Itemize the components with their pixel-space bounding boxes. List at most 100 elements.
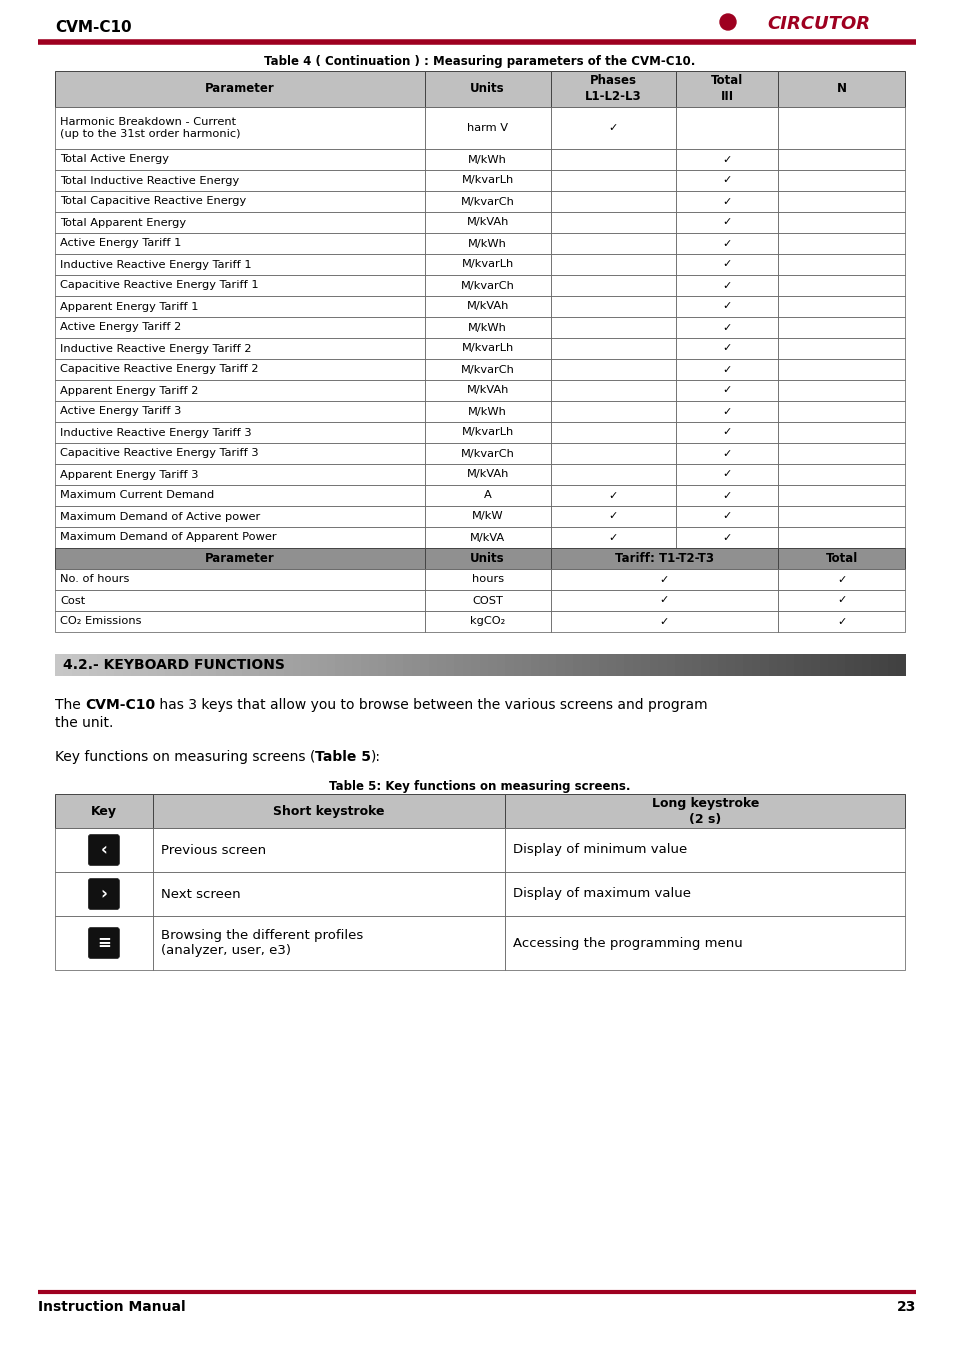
Bar <box>310 653 319 676</box>
Text: A: A <box>483 490 491 501</box>
Bar <box>676 190 778 212</box>
Bar <box>55 254 424 275</box>
Bar <box>505 917 904 971</box>
Text: N: N <box>836 82 845 96</box>
Bar <box>437 653 447 676</box>
Bar <box>106 653 115 676</box>
Text: Inductive Reactive Energy Tariff 3: Inductive Reactive Energy Tariff 3 <box>60 428 252 437</box>
Text: ✓: ✓ <box>722 259 731 270</box>
Text: ✓: ✓ <box>722 428 731 437</box>
Text: hours: hours <box>471 575 503 585</box>
Bar <box>550 590 778 612</box>
Bar <box>676 212 778 234</box>
Text: Maximum Demand of Active power: Maximum Demand of Active power <box>60 512 260 521</box>
Bar <box>675 653 684 676</box>
Text: Table 4 ( Continuation ) : Measuring parameters of the CVM-C10.: Table 4 ( Continuation ) : Measuring par… <box>264 55 695 68</box>
Bar <box>778 275 904 296</box>
Text: M/kVAh: M/kVAh <box>466 217 508 228</box>
Bar <box>64 653 73 676</box>
Bar <box>55 872 152 917</box>
Text: Total Inductive Reactive Energy: Total Inductive Reactive Energy <box>60 176 239 185</box>
Bar <box>258 653 268 676</box>
Bar <box>726 653 735 676</box>
Bar <box>225 653 234 676</box>
Bar <box>581 653 591 676</box>
Text: CO₂ Emissions: CO₂ Emissions <box>60 617 141 626</box>
Bar <box>640 653 650 676</box>
Bar <box>777 653 786 676</box>
Bar <box>505 828 904 872</box>
Text: Inductive Reactive Energy Tariff 1: Inductive Reactive Energy Tariff 1 <box>60 259 252 270</box>
Bar <box>676 338 778 359</box>
Bar <box>778 359 904 379</box>
Bar <box>676 72 778 107</box>
Text: 23: 23 <box>896 1300 915 1314</box>
Bar <box>55 170 424 190</box>
Bar <box>424 612 550 632</box>
Bar <box>550 401 676 423</box>
Bar <box>820 653 828 676</box>
Bar <box>879 653 888 676</box>
Bar <box>550 612 778 632</box>
Bar <box>607 653 617 676</box>
Bar <box>424 443 550 464</box>
Bar <box>550 423 676 443</box>
Bar <box>778 148 904 170</box>
Bar <box>454 653 463 676</box>
Bar <box>233 653 243 676</box>
Bar <box>778 590 904 612</box>
Text: ✓: ✓ <box>722 197 731 207</box>
Text: Inductive Reactive Energy Tariff 2: Inductive Reactive Energy Tariff 2 <box>60 343 252 354</box>
Text: Apparent Energy Tariff 1: Apparent Energy Tariff 1 <box>60 301 198 312</box>
Bar <box>424 107 550 148</box>
Bar <box>424 170 550 190</box>
Text: M/kvarLh: M/kvarLh <box>461 343 514 354</box>
Bar <box>55 317 424 338</box>
FancyBboxPatch shape <box>89 879 119 910</box>
Bar <box>778 548 904 568</box>
Bar <box>55 234 424 254</box>
Text: ✓: ✓ <box>722 301 731 312</box>
Bar <box>676 148 778 170</box>
Bar <box>182 653 192 676</box>
Text: Display of maximum value: Display of maximum value <box>513 887 691 900</box>
Text: Total Capacitive Reactive Energy: Total Capacitive Reactive Energy <box>60 197 246 207</box>
Text: Harmonic Breakdown - Current
(up to the 31st order harmonic): Harmonic Breakdown - Current (up to the … <box>60 117 240 139</box>
Bar <box>479 653 489 676</box>
Bar <box>709 653 719 676</box>
Bar <box>692 653 701 676</box>
Bar <box>550 254 676 275</box>
Bar <box>522 653 532 676</box>
Text: ✓: ✓ <box>722 281 731 290</box>
Text: Capacitive Reactive Energy Tariff 2: Capacitive Reactive Energy Tariff 2 <box>60 364 258 374</box>
Text: Apparent Energy Tariff 3: Apparent Energy Tariff 3 <box>60 470 198 479</box>
Bar <box>199 653 209 676</box>
Text: has 3 keys that allow you to browse between the various screens and program: has 3 keys that allow you to browse betw… <box>155 698 707 711</box>
Bar <box>149 653 158 676</box>
Bar <box>55 917 152 971</box>
Text: M/kWh: M/kWh <box>468 406 507 417</box>
Text: ✓: ✓ <box>722 490 731 501</box>
Text: ✓: ✓ <box>722 470 731 479</box>
Bar <box>55 653 65 676</box>
Bar <box>293 653 302 676</box>
Text: Phases
L1-L2-L3: Phases L1-L2-L3 <box>584 74 641 104</box>
Bar <box>550 485 676 506</box>
Bar <box>794 653 803 676</box>
Bar <box>778 401 904 423</box>
Bar <box>633 653 641 676</box>
Text: M/kVAh: M/kVAh <box>466 470 508 479</box>
Bar <box>676 296 778 317</box>
Text: M/kvarLh: M/kvarLh <box>461 428 514 437</box>
Bar <box>55 379 424 401</box>
Text: ✓: ✓ <box>722 448 731 459</box>
Bar <box>191 653 200 676</box>
Bar <box>55 568 424 590</box>
Bar <box>157 653 167 676</box>
Text: M/kW: M/kW <box>472 512 503 521</box>
Bar <box>55 275 424 296</box>
Bar <box>550 464 676 485</box>
Bar <box>55 359 424 379</box>
Bar <box>676 401 778 423</box>
Text: Display of minimum value: Display of minimum value <box>513 844 687 856</box>
